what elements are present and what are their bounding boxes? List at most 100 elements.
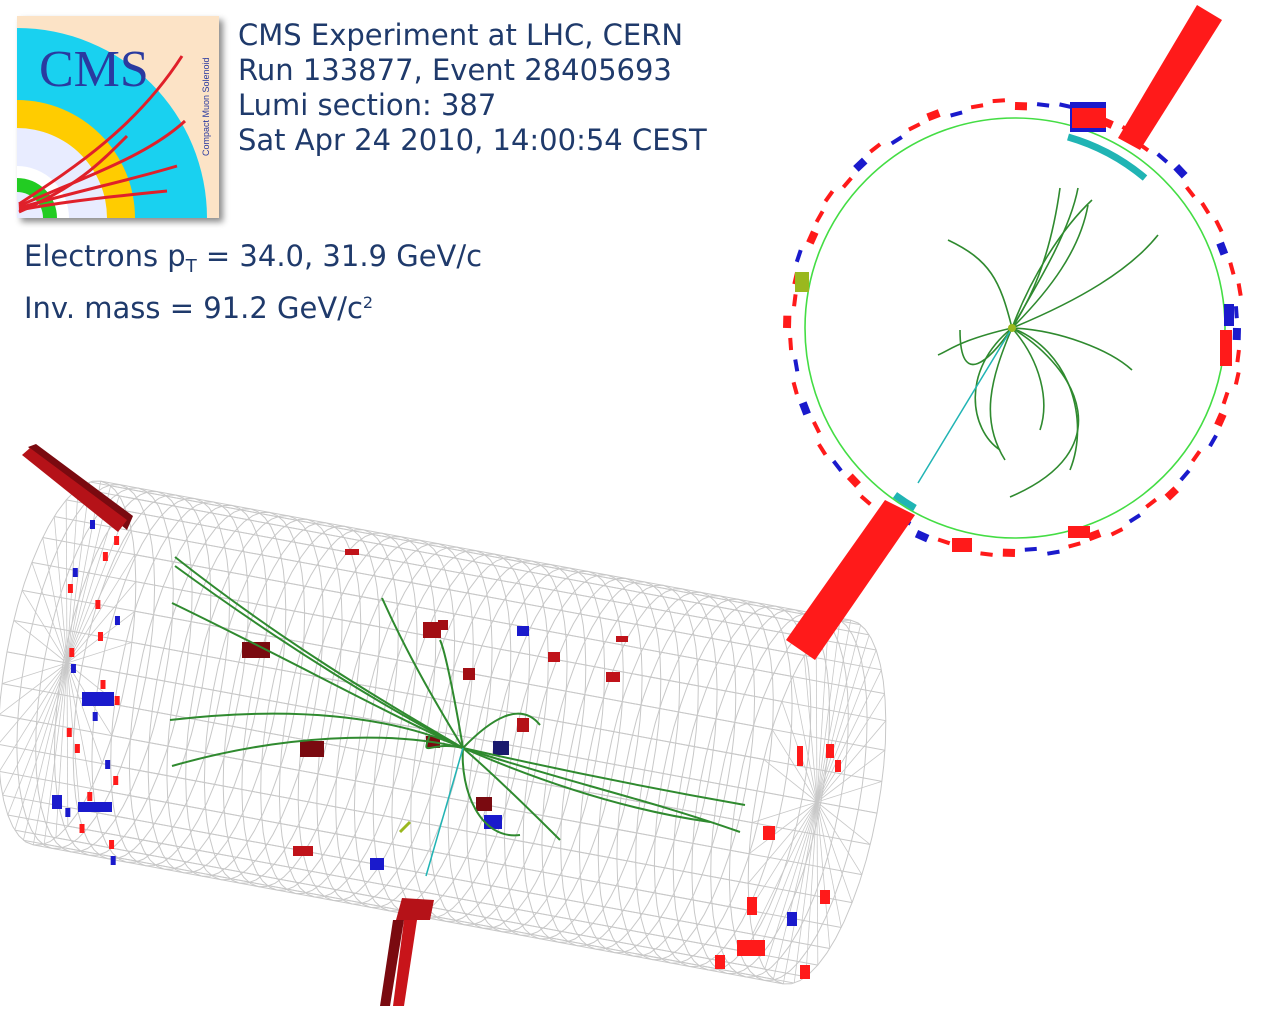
ring-seg-61 bbox=[1228, 262, 1236, 275]
deposit-14 bbox=[370, 858, 384, 870]
track-rphi-5 bbox=[1011, 234, 1159, 329]
endcap-left-hit-4 bbox=[67, 584, 73, 593]
deposit-16 bbox=[616, 636, 628, 642]
ring-seg-30 bbox=[793, 359, 800, 372]
ring-seg-3 bbox=[1221, 391, 1230, 405]
ring-seg-50 bbox=[1059, 102, 1072, 110]
logo-text: CMS bbox=[39, 41, 149, 98]
tower-bottom bbox=[380, 920, 404, 1006]
deposit-23 bbox=[737, 940, 765, 956]
cms-logo: CMS Compact Muon Solenoid bbox=[17, 16, 219, 218]
lumi-section: Lumi section: 387 bbox=[238, 88, 497, 122]
endcap-left-hit-2 bbox=[102, 552, 108, 561]
ring-seg-13 bbox=[1068, 541, 1081, 549]
ring-seg-47 bbox=[992, 98, 1006, 104]
ring-seg-1 bbox=[1235, 349, 1241, 363]
ring-seg-5 bbox=[1208, 434, 1218, 448]
ring-seg-25 bbox=[832, 459, 843, 472]
track-3d-8 bbox=[462, 747, 711, 823]
deposit-25 bbox=[787, 912, 797, 926]
track-rphi-12 bbox=[1011, 327, 1045, 431]
ring-seg-29 bbox=[791, 381, 799, 395]
ring-seg-15 bbox=[1024, 546, 1037, 552]
ring-seg-6 bbox=[1191, 450, 1202, 463]
ring-seg-31 bbox=[788, 337, 794, 351]
ring-seg-23 bbox=[859, 494, 872, 506]
ring-seg-28 bbox=[799, 401, 811, 416]
ring-seg-8 bbox=[1164, 486, 1179, 501]
ring-seg-59 bbox=[1214, 219, 1224, 233]
ring-seg-33 bbox=[792, 294, 798, 307]
ecal-right bbox=[1220, 330, 1232, 366]
deposit-24 bbox=[820, 890, 830, 904]
ring-seg-2 bbox=[1233, 372, 1241, 385]
ring-seg-35 bbox=[794, 249, 803, 263]
ring-seg-46 bbox=[970, 103, 984, 110]
track-rphi-13 bbox=[1011, 187, 1061, 329]
track-3d-12 bbox=[425, 734, 464, 750]
deposit-29 bbox=[747, 897, 757, 915]
electrons-pt: Electrons pT = 34.0, 31.9 GeV/c bbox=[24, 238, 482, 285]
ring-seg-58 bbox=[1200, 201, 1211, 215]
electrons-values: = 34.0, 31.9 GeV/c bbox=[196, 239, 483, 273]
mass-exponent: 2 bbox=[362, 293, 374, 312]
ring-seg-11 bbox=[1110, 527, 1124, 537]
deposit-3 bbox=[463, 668, 475, 680]
endcap-left-hit-15 bbox=[105, 760, 111, 769]
tower-rphi-lower bbox=[786, 500, 915, 660]
deposit-22 bbox=[763, 826, 775, 840]
pt-subscript: T bbox=[185, 256, 197, 277]
tracks-3d bbox=[169, 556, 746, 841]
energy-towers-3d bbox=[22, 444, 434, 1006]
ring-seg-12 bbox=[1087, 529, 1102, 542]
ring-seg-62 bbox=[1236, 283, 1243, 296]
track-3d-4 bbox=[171, 736, 464, 767]
endcap-left-hit-12 bbox=[92, 712, 98, 721]
endcap-left-hit-7 bbox=[97, 632, 103, 641]
ring-seg-19 bbox=[937, 537, 951, 546]
ring-seg-57 bbox=[1185, 185, 1196, 198]
deposit-5 bbox=[606, 672, 620, 682]
deposit-28 bbox=[715, 955, 725, 969]
deposit-21 bbox=[826, 744, 834, 758]
ring-seg-24 bbox=[846, 473, 861, 488]
ring-seg-38 bbox=[823, 190, 835, 203]
endcap-left-hit-19 bbox=[79, 824, 85, 833]
tracks-rphi bbox=[937, 187, 1159, 498]
track-3d-5 bbox=[381, 597, 464, 749]
endcap-left-hit-10 bbox=[100, 680, 106, 689]
ring-seg-4 bbox=[1214, 412, 1227, 427]
deposit-6 bbox=[517, 626, 529, 636]
ring-seg-14 bbox=[1047, 549, 1060, 556]
endcap-left-hit-17 bbox=[87, 792, 93, 801]
ring-seg-40 bbox=[853, 157, 868, 172]
endcap-left-hit-14 bbox=[74, 744, 80, 753]
track-rphi-6 bbox=[1011, 327, 1133, 371]
invariant-mass: Inv. mass = 91.2 GeV/c2 bbox=[24, 285, 482, 326]
deposit-0 bbox=[242, 642, 270, 658]
deposit-18 bbox=[78, 802, 112, 812]
track-3d-11 bbox=[462, 712, 541, 749]
track-3d-6 bbox=[462, 747, 746, 806]
experiment-title: CMS Experiment at LHC, CERN bbox=[238, 18, 684, 52]
ring-seg-27 bbox=[812, 421, 822, 434]
deposit-20 bbox=[797, 746, 803, 766]
deposit-10 bbox=[517, 718, 529, 732]
track-rphi-3 bbox=[947, 239, 1013, 329]
ecal-bottom bbox=[952, 538, 972, 552]
physics-summary: Electrons pT = 34.0, 31.9 GeV/c Inv. mas… bbox=[24, 238, 482, 326]
event-info: CMS Experiment at LHC, CERN Run 133877, … bbox=[238, 18, 707, 158]
ring-seg-56 bbox=[1173, 164, 1188, 179]
deposit-17 bbox=[82, 692, 114, 706]
mass-text: Inv. mass = 91.2 GeV/c bbox=[24, 291, 363, 325]
track-rphi-11 bbox=[959, 327, 1013, 366]
electron-track-3d bbox=[425, 747, 464, 877]
ring-seg-43 bbox=[908, 122, 921, 132]
track-rphi-4 bbox=[937, 327, 1013, 356]
deposit-2 bbox=[438, 620, 448, 630]
ring-seg-49 bbox=[1036, 102, 1050, 108]
run-event: Run 133877, Event 28405693 bbox=[238, 53, 672, 87]
endcap-left-hit-5 bbox=[95, 600, 101, 609]
calorimeter-deposits-3d bbox=[52, 520, 841, 979]
